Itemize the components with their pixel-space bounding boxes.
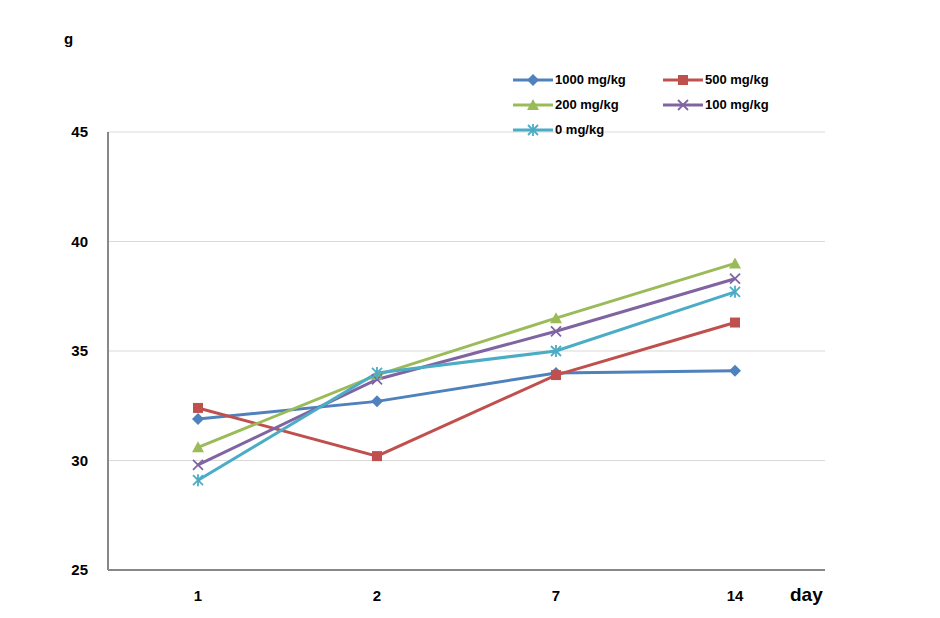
svg-text:2: 2 [373, 587, 381, 604]
svg-text:30: 30 [71, 452, 88, 469]
svg-text:25: 25 [71, 561, 88, 578]
html-text:1000 mg/kg: 1000 mg/kg [555, 72, 626, 87]
html-text:0 mg/kg: 0 mg/kg [555, 122, 605, 137]
html-text:100 mg/kg: 100 mg/kg [705, 97, 769, 112]
svg-text:1: 1 [194, 587, 202, 604]
svg-text:40: 40 [71, 233, 88, 250]
svg-text:45: 45 [71, 123, 88, 140]
svg-text:14: 14 [727, 587, 744, 604]
html-text:g: g [64, 30, 74, 47]
svg-text:35: 35 [71, 342, 88, 359]
svg-text:7: 7 [552, 587, 560, 604]
html-text:200 mg/kg: 200 mg/kg [555, 97, 619, 112]
html-text:day: day [790, 584, 823, 605]
html-text:500 mg/kg: 500 mg/kg [705, 72, 769, 87]
